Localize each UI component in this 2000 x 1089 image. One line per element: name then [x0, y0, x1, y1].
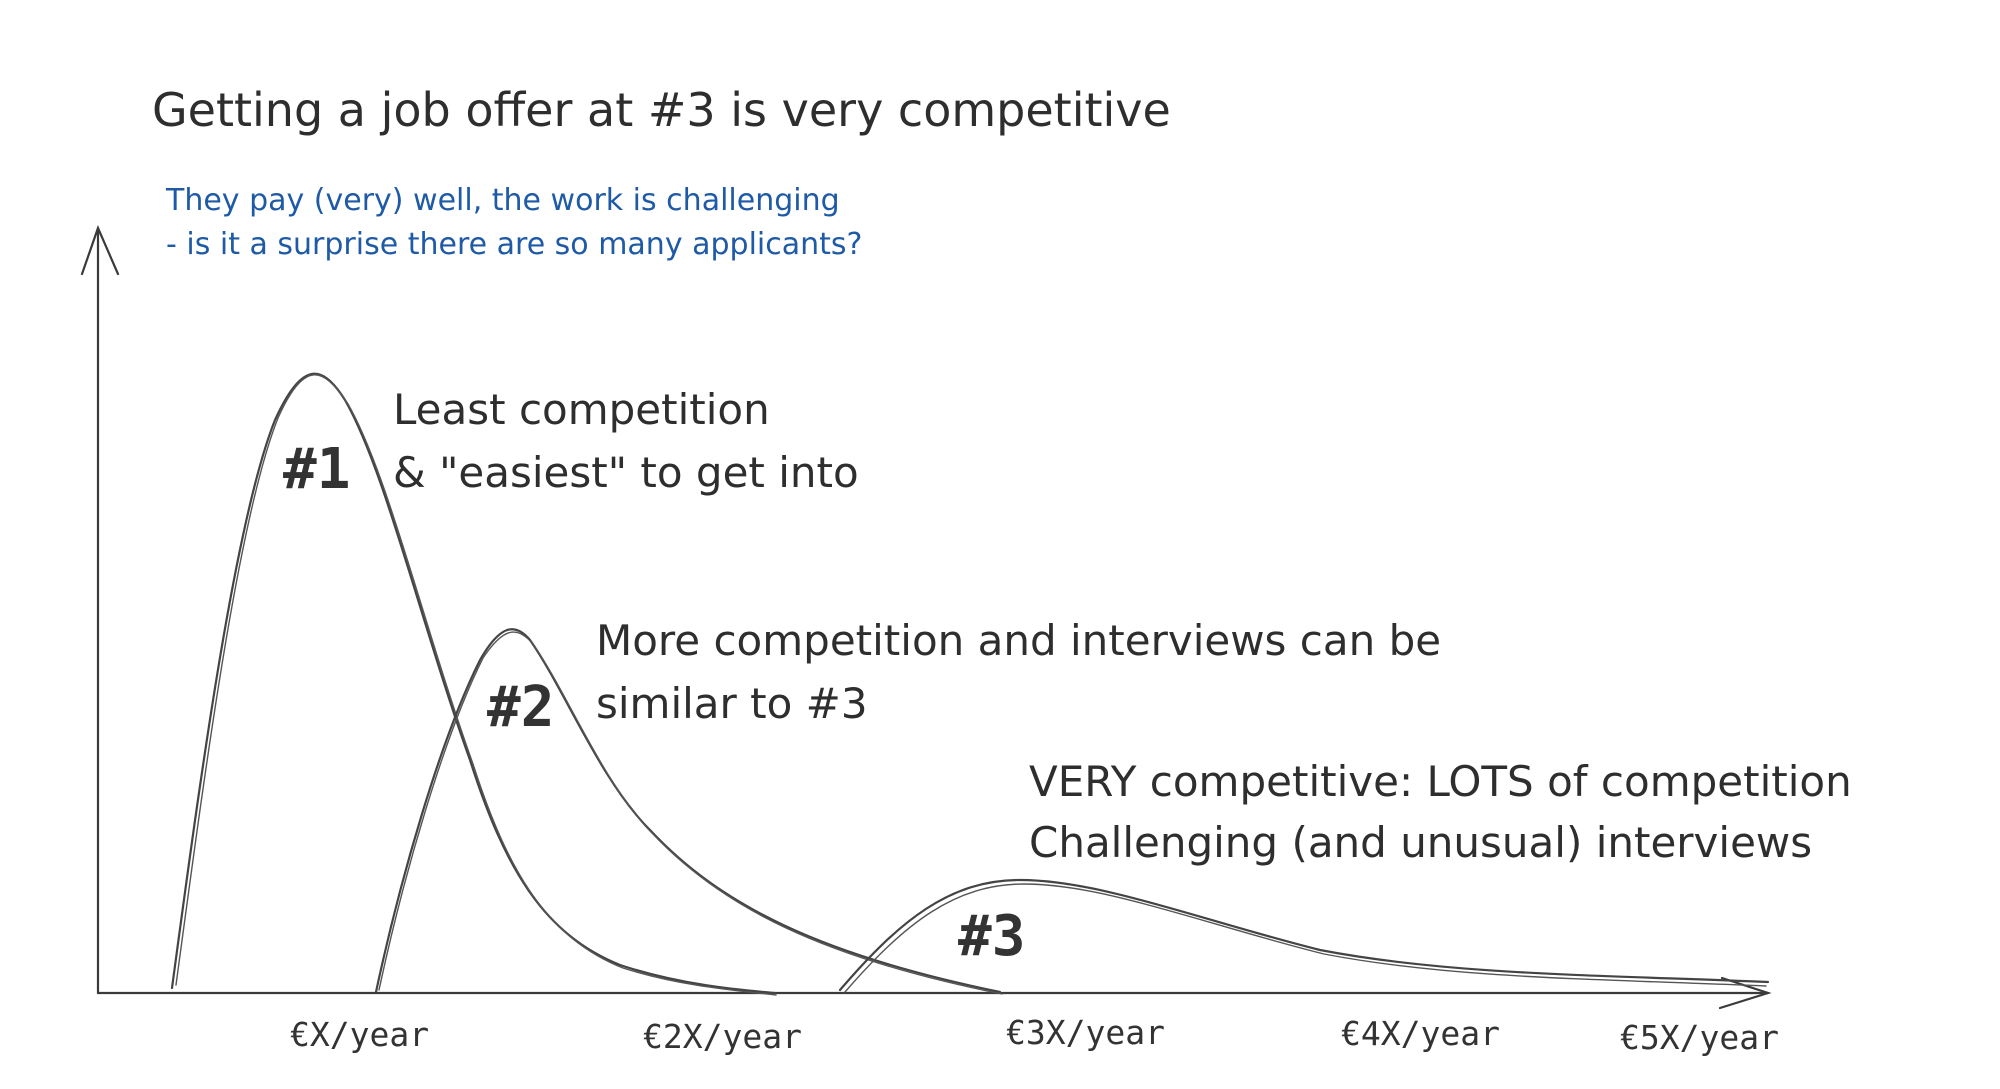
annotation-tier-2-line-1: More competition and interviews can be	[596, 616, 1441, 665]
curve-tier-1	[170, 372, 777, 996]
peak-label-1: #1	[283, 437, 350, 502]
x-tick-5: €5X/year	[1620, 1018, 1779, 1057]
annotation-tier-3-line-1: VERY competitive: LOTS of competition	[1029, 757, 1852, 806]
x-axis-arrowhead	[1718, 976, 1772, 1010]
y-axis-arrowhead	[80, 224, 120, 276]
curve-tier-3	[838, 878, 1770, 993]
x-tick-2: €2X/year	[643, 1017, 802, 1056]
peak-label-3: #3	[958, 904, 1025, 969]
curve-tier-2	[374, 628, 1003, 995]
annotation-tier-1-line-2: & "easiest" to get into	[393, 448, 859, 497]
annotation-tier-2-line-2: similar to #3	[596, 679, 868, 728]
annotation-tier-3-line-2: Challenging (and unusual) interviews	[1029, 818, 1812, 867]
x-tick-1: €X/year	[290, 1015, 429, 1054]
peak-label-2: #2	[487, 675, 554, 740]
annotation-tier-1-line-1: Least competition	[393, 385, 770, 434]
subtitle-line-2: - is it a surprise there are so many app…	[166, 227, 862, 262]
subtitle-line-1: They pay (very) well, the work is challe…	[165, 183, 840, 218]
x-tick-3: €3X/year	[1006, 1013, 1165, 1052]
x-tick-4: €4X/year	[1341, 1014, 1500, 1053]
diagram-title: Getting a job offer at #3 is very compet…	[152, 83, 1171, 137]
